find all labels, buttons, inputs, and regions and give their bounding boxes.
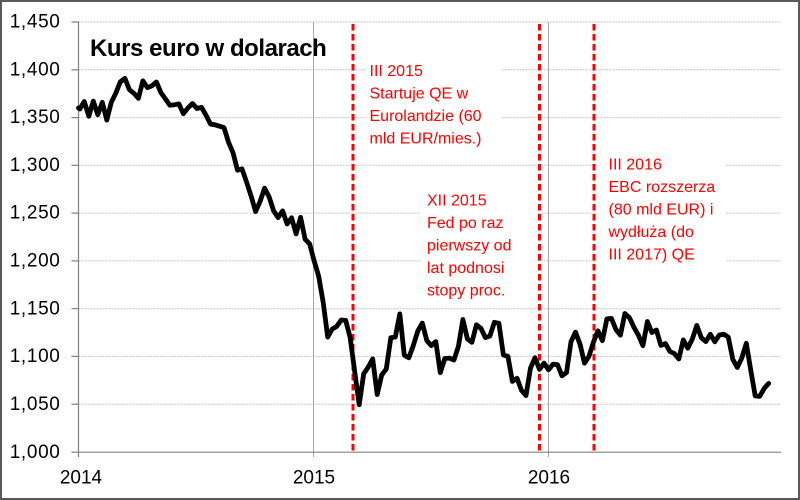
svg-text:1,300: 1,300 [10, 155, 61, 176]
svg-text:mld EUR/mies.): mld EUR/mies.) [370, 131, 482, 148]
svg-text:Fed po raz: Fed po raz [427, 215, 503, 232]
svg-text:2014: 2014 [60, 468, 103, 489]
svg-text:III 2016: III 2016 [609, 157, 662, 174]
svg-text:2015: 2015 [293, 468, 335, 489]
svg-text:EBC rozszerza: EBC rozszerza [609, 179, 716, 196]
svg-text:1,050: 1,050 [10, 394, 61, 415]
svg-text:III 2017) QE: III 2017) QE [609, 247, 695, 264]
svg-text:1,100: 1,100 [10, 346, 61, 367]
svg-text:III 2015: III 2015 [370, 63, 423, 80]
svg-text:1,200: 1,200 [10, 251, 61, 272]
svg-text:1,450: 1,450 [10, 12, 61, 33]
svg-text:Kurs euro w dolarach: Kurs euro w dolarach [90, 35, 326, 62]
svg-text:1,150: 1,150 [10, 298, 61, 319]
svg-text:1,350: 1,350 [10, 107, 61, 128]
svg-text:1,400: 1,400 [10, 59, 61, 80]
svg-text:(80 mld EUR) i: (80 mld EUR) i [609, 202, 714, 219]
svg-text:Startuje QE w: Startuje QE w [370, 86, 469, 103]
svg-text:stopy proc.: stopy proc. [427, 283, 505, 300]
svg-text:1,250: 1,250 [10, 203, 61, 224]
svg-text:1,000: 1,000 [10, 442, 61, 463]
svg-text:Eurolandzie (60: Eurolandzie (60 [370, 108, 482, 125]
svg-text:lat podnosi: lat podnosi [427, 260, 504, 277]
svg-text:2016: 2016 [528, 468, 570, 489]
svg-text:XII 2015: XII 2015 [427, 193, 487, 210]
svg-text:wydłuża (do: wydłuża (do [608, 224, 694, 241]
svg-text:pierwszy od: pierwszy od [427, 238, 511, 255]
